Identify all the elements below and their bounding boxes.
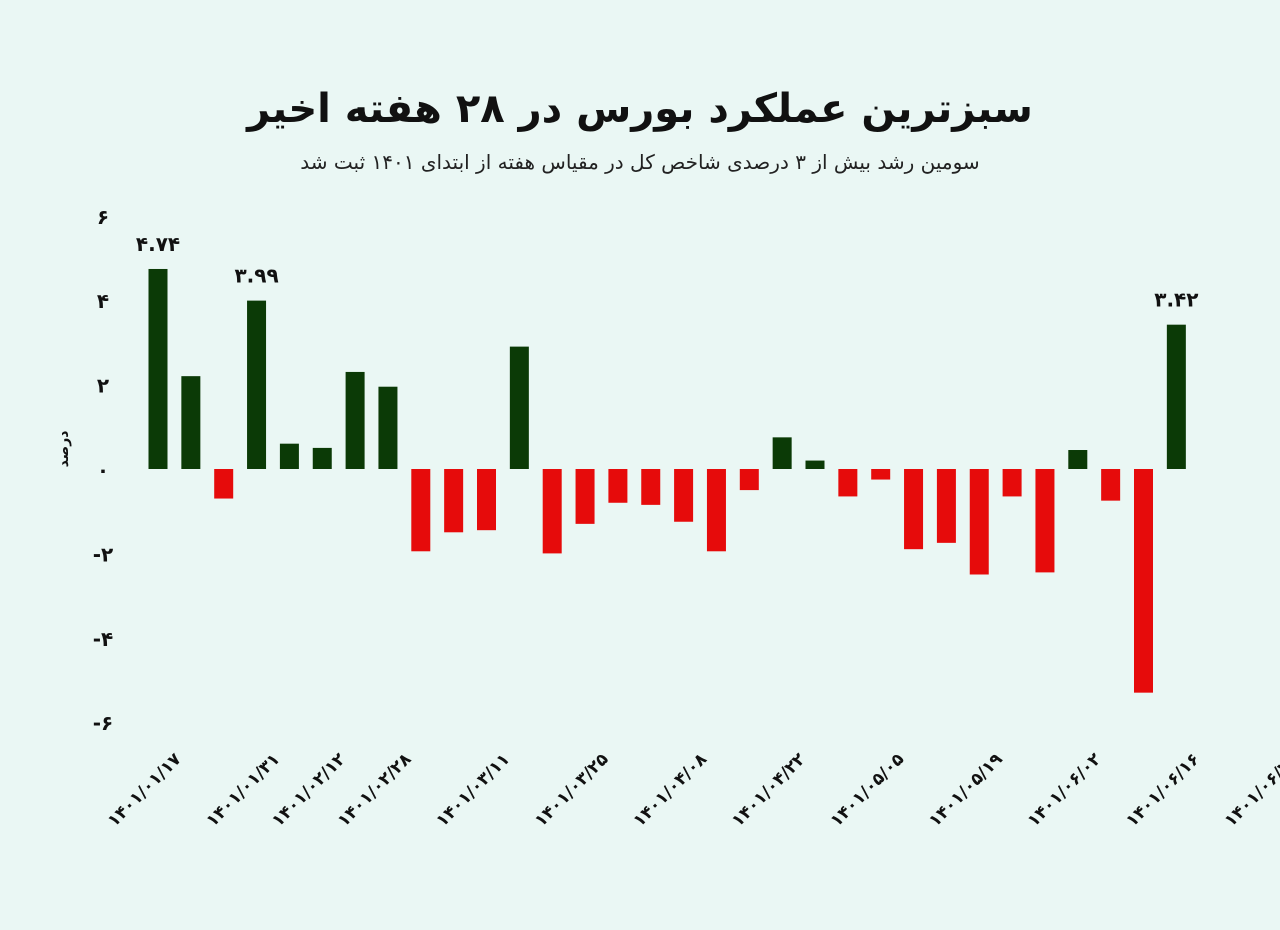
bar bbox=[214, 469, 234, 499]
y-tick-label: ۶ bbox=[97, 205, 109, 229]
y-tick-label: -۴ bbox=[93, 627, 114, 651]
x-tick-label: ۱۴۰۱/۰۵/۱۹ bbox=[925, 749, 1007, 831]
chart-title: سبزترین عملکرد بورس در ۲۸ هفته اخیر bbox=[247, 86, 1033, 132]
y-tick-label: -۲ bbox=[93, 542, 114, 566]
bar bbox=[345, 371, 365, 469]
bar bbox=[1002, 469, 1022, 497]
chart-subtitle: سومین رشد بیش از ۳ درصدی شاخص کل در مقیا… bbox=[300, 150, 980, 174]
bar bbox=[706, 469, 726, 552]
bar bbox=[1068, 450, 1088, 469]
data-label: ۴.۷۴ bbox=[136, 232, 180, 256]
bar bbox=[411, 469, 431, 552]
bar bbox=[1134, 469, 1153, 693]
bar bbox=[279, 443, 299, 469]
bar bbox=[247, 300, 267, 469]
data-label: ۳.۹۹ bbox=[234, 264, 278, 288]
x-tick-label: ۱۴۰۱/۰۴/۲۲ bbox=[728, 749, 810, 831]
x-tick-label: ۱۴۰۱/۰۵/۰۵ bbox=[827, 749, 909, 831]
bar bbox=[936, 469, 956, 543]
bar bbox=[148, 268, 168, 469]
x-tick-label: ۱۴۰۱/۰۳/۲۵ bbox=[531, 749, 613, 831]
bar bbox=[509, 346, 529, 469]
y-tick-label: ۲ bbox=[97, 374, 109, 398]
x-tick-label: ۱۴۰۱/۰۶/۱۶ bbox=[1122, 749, 1204, 831]
x-tick-label: ۱۴۰۱/۰۶/۰۲ bbox=[1024, 749, 1106, 831]
y-axis-label: درصد bbox=[56, 431, 72, 468]
x-tick-label: ۱۴۰۱/۰۳/۱۱ bbox=[432, 749, 514, 831]
bar bbox=[608, 469, 628, 503]
data-label: ۳.۴۲ bbox=[1154, 288, 1198, 312]
y-tick-label: ۴ bbox=[97, 289, 109, 313]
bar bbox=[542, 469, 562, 554]
bar bbox=[1166, 324, 1186, 469]
bar bbox=[641, 469, 661, 505]
x-tick-label: ۱۴۰۱/۰۱/۱۷ bbox=[104, 749, 186, 831]
bar bbox=[904, 469, 924, 550]
bar bbox=[444, 469, 464, 533]
bar bbox=[378, 386, 398, 469]
y-tick-label: -۶ bbox=[93, 711, 114, 735]
bar bbox=[181, 376, 201, 469]
bar bbox=[575, 469, 595, 524]
bar bbox=[674, 469, 694, 522]
bar bbox=[772, 437, 792, 469]
x-tick-label: ۱۴۰۱/۰۶/۳۰ bbox=[1221, 749, 1280, 831]
bar bbox=[477, 469, 496, 531]
bar bbox=[805, 460, 825, 469]
bar bbox=[838, 469, 858, 497]
bar bbox=[969, 469, 989, 575]
y-tick-label: ۰ bbox=[97, 458, 109, 482]
bar bbox=[312, 447, 332, 469]
bar bbox=[1101, 469, 1121, 501]
bar bbox=[739, 469, 759, 491]
bar bbox=[1035, 469, 1055, 573]
bar bbox=[871, 469, 891, 480]
x-tick-label: ۱۴۰۱/۰۴/۰۸ bbox=[630, 749, 712, 831]
